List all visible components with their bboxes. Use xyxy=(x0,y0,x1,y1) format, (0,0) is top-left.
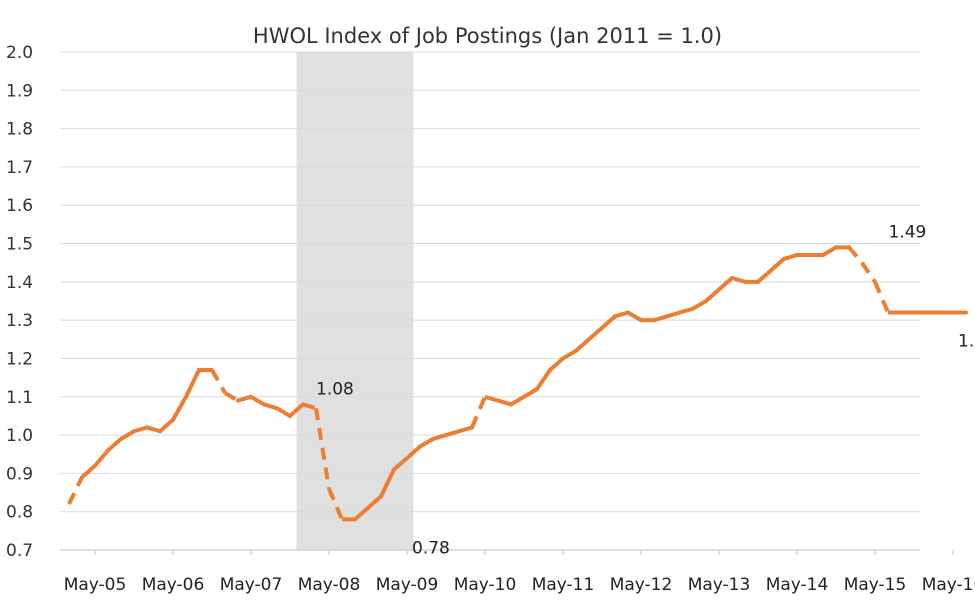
x-tick-label: May-06 xyxy=(142,575,205,595)
series-segment xyxy=(353,505,370,522)
x-tick-label: May-16 xyxy=(922,575,975,595)
x-axis: May-05 May-06 May-07 May-08 May-09 May-10 May-… xyxy=(64,550,975,595)
series-segment xyxy=(262,402,279,411)
series-segment xyxy=(769,256,786,273)
series-segment xyxy=(288,402,305,418)
series-segment xyxy=(327,487,344,521)
series-segment xyxy=(626,310,643,323)
series-segment xyxy=(392,456,409,472)
x-tick-label: May-12 xyxy=(610,575,673,595)
x-tick-label: May-07 xyxy=(220,575,283,595)
series-segment xyxy=(561,348,578,361)
series-segment xyxy=(717,276,734,292)
series-segment xyxy=(184,367,201,399)
gridlines xyxy=(60,51,920,551)
y-axis: 2.0 1.9 1.8 1.7 1.6 1.5 1.4 1.3 1.2 1.1 1.0 0.9 0.8 0… xyxy=(6,43,33,561)
y-tick-label: 1.2 xyxy=(6,349,33,369)
y-tick-label: 0.7 xyxy=(6,541,33,561)
series-segment xyxy=(470,395,487,429)
series-segment xyxy=(444,429,461,438)
series-segment xyxy=(665,310,682,319)
y-tick-label: 1.6 xyxy=(6,196,33,216)
series-segment xyxy=(223,391,240,403)
series-segment xyxy=(171,394,188,422)
y-tick-label: 1.4 xyxy=(6,273,33,293)
recession-shading-layer xyxy=(296,52,414,550)
series-segment xyxy=(873,281,890,314)
series-segment xyxy=(431,433,448,441)
y-tick-label: 1.5 xyxy=(6,235,33,255)
series-segment xyxy=(574,337,591,353)
y-tick-label: 1.8 xyxy=(6,120,33,140)
y-tick-label: 1.3 xyxy=(6,311,33,331)
y-tick-label: 0.8 xyxy=(6,503,33,523)
series-segment xyxy=(249,394,266,407)
series-segment xyxy=(484,394,499,403)
data-label: 0.78 xyxy=(412,538,450,558)
series-segment xyxy=(600,314,617,330)
series-segment xyxy=(652,314,669,323)
series-segment xyxy=(366,494,383,510)
y-tick-label: 1.0 xyxy=(6,426,33,446)
x-tick-label: May-09 xyxy=(376,575,439,595)
data-label: 1.32 xyxy=(958,331,975,351)
series-segment xyxy=(236,394,253,403)
series-segment xyxy=(67,476,84,505)
series-segment xyxy=(418,436,435,449)
series-segment xyxy=(457,425,474,434)
series-segment xyxy=(379,467,396,499)
y-tick-label: 1.7 xyxy=(6,158,33,178)
series-segment xyxy=(275,406,292,418)
series-segment xyxy=(613,310,630,319)
recession-shading xyxy=(296,52,414,550)
series-line xyxy=(67,245,968,522)
series-segment xyxy=(314,407,331,490)
series-segment xyxy=(678,306,695,315)
y-tick-label: 1.9 xyxy=(6,81,33,101)
x-tick-label: May-15 xyxy=(844,575,907,595)
x-tick-label: May-10 xyxy=(454,575,517,595)
data-label: 1.49 xyxy=(889,222,927,242)
series-segment xyxy=(405,444,422,461)
x-tick-label: May-05 xyxy=(64,575,127,595)
y-tick-label: 1.1 xyxy=(6,388,33,408)
series-segment xyxy=(847,246,864,264)
series-segment xyxy=(535,367,552,392)
y-tick-label: 0.9 xyxy=(6,464,33,484)
series-segment xyxy=(302,402,317,411)
series-segment xyxy=(509,394,526,407)
series-segment xyxy=(210,368,227,394)
data-label: 1.08 xyxy=(316,379,354,399)
x-tick-label: May-13 xyxy=(688,575,751,595)
series-segment xyxy=(158,417,175,434)
x-tick-label: May-08 xyxy=(298,575,361,595)
series-segment xyxy=(548,356,565,372)
annotations: 1.08 0.78 1.49 1.32 xyxy=(316,222,975,558)
series-segment xyxy=(587,325,604,342)
series-segment xyxy=(782,253,799,261)
series-segment xyxy=(756,268,773,284)
series-segment xyxy=(119,429,136,441)
chart-title: HWOL Index of Job Postings (Jan 2011 = 1… xyxy=(252,24,723,48)
series-segment xyxy=(730,276,747,284)
x-tick-label: May-11 xyxy=(532,575,595,595)
series-segment xyxy=(522,387,539,399)
series-segment xyxy=(496,398,513,407)
series-segment xyxy=(860,261,877,283)
series-segment xyxy=(80,463,97,480)
y-tick-label: 2.0 xyxy=(6,43,33,63)
series-segment xyxy=(145,425,162,434)
series-segment xyxy=(691,299,708,311)
series-segment xyxy=(106,436,123,453)
series-segment xyxy=(93,448,110,468)
series-segment xyxy=(821,245,838,258)
series-segment xyxy=(132,425,149,434)
series-segment xyxy=(704,287,721,303)
x-tick-label: May-14 xyxy=(766,575,829,595)
